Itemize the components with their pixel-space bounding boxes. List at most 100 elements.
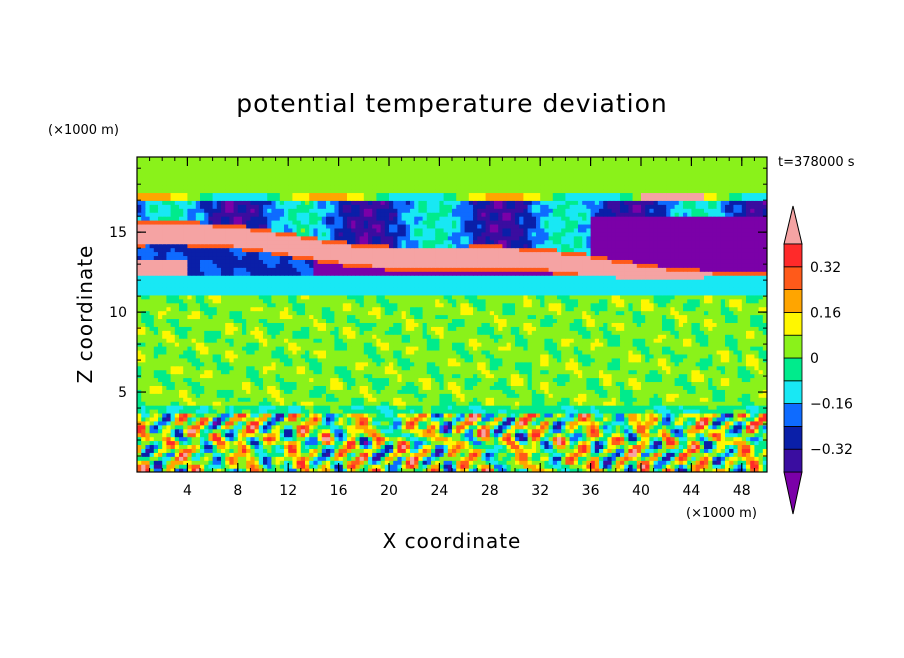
heatmap-cell [456,373,461,379]
heatmap-cell [683,409,688,414]
heatmap-cell [670,373,676,379]
heatmap-cell [678,342,684,347]
heatmap-cell [489,448,495,453]
heatmap-cell [599,409,604,414]
heatmap-cell [544,448,550,453]
heatmap-cell [510,389,516,394]
heatmap-cell [519,440,524,446]
heatmap-cell [166,401,172,406]
heatmap-cell [674,416,680,422]
heatmap-cell [200,381,205,386]
heatmap-cell [426,444,432,449]
heatmap-cell [683,361,688,367]
heatmap-cell [754,389,760,394]
heatmap-cell [405,464,411,469]
heatmap-cell [565,460,571,465]
heatmap-cell [603,412,608,418]
heatmap-cell [657,397,663,402]
heatmap-cell [300,424,306,430]
heatmap-cell [380,405,386,410]
heatmap-cell [271,353,277,359]
heatmap-cell [225,448,230,453]
heatmap-cell [657,428,663,434]
heatmap-cell [662,385,667,390]
heatmap-cell [519,365,524,371]
heatmap-cell [225,468,230,472]
heatmap-cell [515,456,520,461]
heatmap-cell [225,393,230,398]
heatmap-cell [725,444,730,449]
heatmap-cell [254,424,260,430]
heatmap-cell [221,424,226,430]
heatmap-cell [363,464,369,469]
heatmap-cell [557,424,562,430]
heatmap-cell [439,373,445,379]
heatmap-cell [153,432,159,438]
heatmap-cell [531,389,537,394]
heatmap-cell [464,365,470,371]
heatmap-cell [347,405,352,410]
heatmap-cell [258,456,264,461]
heatmap-cell [229,373,235,379]
heatmap-cell [641,428,646,434]
heatmap-cell [422,440,428,446]
heatmap-cell [216,385,222,390]
heatmap-cell [347,409,352,414]
heatmap-cell [187,361,193,367]
heatmap-cell [468,389,474,394]
heatmap-cell [557,381,562,386]
heatmap-cell [573,464,579,469]
heatmap-cell [246,428,251,434]
heatmap-cell [712,389,718,394]
heatmap-cell [309,416,314,422]
heatmap-cell [481,353,487,359]
heatmap-cell [359,385,365,390]
heatmap-cell [208,436,214,442]
heatmap-cell [620,436,625,442]
heatmap-cell [187,385,193,390]
heatmap-cell [271,464,277,469]
heatmap-cell [670,420,676,426]
heatmap-cell [263,412,268,418]
heatmap-cell [662,409,667,414]
heatmap-cell [296,397,302,402]
heatmap-cell [254,420,260,426]
heatmap-cell [229,405,235,410]
heatmap-cell [494,369,499,375]
heatmap-cell [342,428,348,434]
heatmap-cell [720,448,726,453]
heatmap-cell [683,349,688,355]
heatmap-cell [368,385,373,390]
heatmap-cell [632,393,638,398]
heatmap-cell [330,440,335,446]
heatmap-cell [569,365,575,371]
heatmap-cell [292,432,298,438]
heatmap-cell [489,373,495,379]
heatmap-cell [741,440,747,446]
heatmap-cell [607,428,613,434]
heatmap-cell [271,385,277,390]
heatmap-cell [527,436,533,442]
heatmap-cell [246,452,251,457]
heatmap-cell [695,460,701,465]
heatmap-cell [586,342,592,347]
heatmap-cell [678,412,684,418]
heatmap-cell [544,468,550,472]
heatmap-cell [515,397,520,402]
heatmap-cell [174,405,180,410]
heatmap-cell [153,412,159,418]
heatmap-cell [271,456,277,461]
heatmap-cell [565,381,571,386]
heatmap-cell [552,342,558,347]
heatmap-cell [494,365,499,371]
heatmap-cell [208,353,214,359]
heatmap-cell [191,338,197,343]
heatmap-cell [292,397,298,402]
heatmap-cell [225,385,230,390]
heatmap-cell [279,338,285,343]
heatmap-cell [179,424,184,430]
heatmap-cell [435,412,440,418]
heatmap-cell [242,393,247,398]
heatmap-cell [284,373,289,379]
heatmap-cell [485,440,491,446]
